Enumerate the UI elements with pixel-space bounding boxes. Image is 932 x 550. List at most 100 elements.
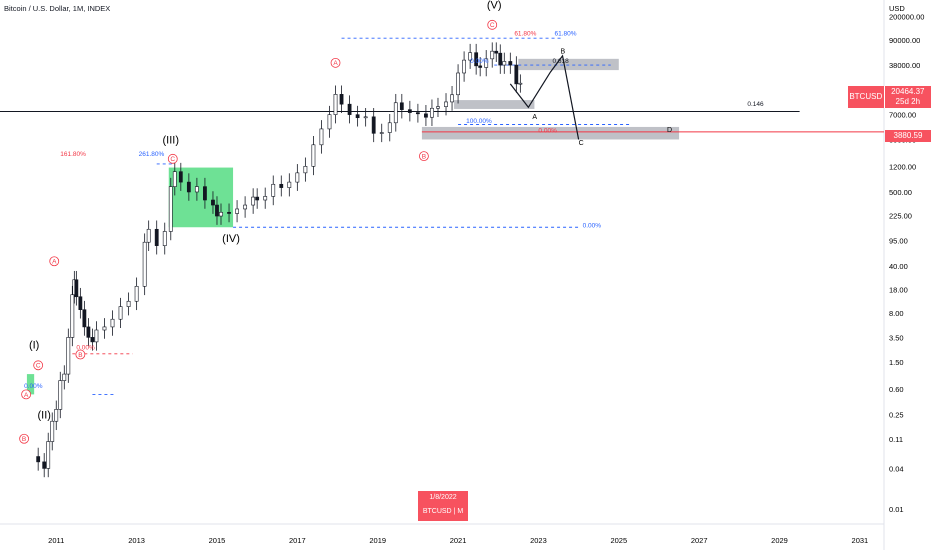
candle-body [263, 196, 268, 201]
candle-body [211, 199, 215, 206]
price-tick-label: 0.01 [889, 505, 904, 514]
candle-body [126, 300, 131, 307]
chart-title: Bitcoin / U.S. Dollar, 1M, INDEX [4, 4, 111, 13]
wave-circle [167, 153, 178, 164]
candle-body [387, 122, 392, 133]
target-zone-lower [421, 126, 680, 140]
candle-body [490, 50, 495, 60]
candle-body [255, 196, 260, 201]
candle-body [178, 171, 183, 183]
time-tick-label: 2025 [610, 536, 627, 545]
projection-label: A [532, 114, 537, 121]
candle-body [251, 196, 256, 206]
candle-body [46, 441, 51, 469]
candle-body [363, 116, 368, 119]
candle-body [347, 103, 352, 115]
candle-body [186, 181, 191, 193]
wave-circle-label: C [36, 363, 41, 370]
price-axis-unit: USD [889, 4, 905, 13]
candle-body [62, 373, 67, 381]
wave-circle-label: B [22, 436, 26, 443]
candle-body [102, 326, 107, 331]
candle-body [227, 211, 231, 214]
wave-circle [33, 360, 44, 371]
fib-label: 0.00% [538, 128, 557, 135]
price-tick-label: 200000.00 [889, 12, 924, 21]
candle-body [393, 102, 398, 124]
candle-body [474, 52, 479, 67]
tooltip-symbol: BTCUSD | M [422, 508, 464, 515]
price-tick-label: 18.00 [889, 285, 908, 294]
wave-label: (II) [37, 409, 50, 421]
fib-label: 61.80% [555, 30, 577, 37]
candle-body [279, 183, 284, 188]
time-tick-label: 2019 [369, 536, 386, 545]
last-price-countdown: 25d 2h [895, 97, 921, 106]
price-tick-label: 225.00 [889, 211, 912, 220]
time-tick-label: 2023 [530, 536, 547, 545]
fib-label: 0.00% [470, 58, 489, 65]
candle-body [82, 309, 87, 328]
wave-circle [419, 151, 429, 162]
level-badge: 3880.59 [885, 130, 931, 142]
wave-circle-label: C [490, 22, 495, 29]
projection-path [509, 54, 580, 140]
price-tick-label: 7000.00 [889, 111, 916, 120]
candle-body [172, 171, 177, 187]
candle-body [514, 64, 519, 85]
time-tick-label: 2027 [691, 536, 708, 545]
wave-ii-box [26, 374, 35, 395]
time-tick-label: 2015 [209, 536, 226, 545]
candle-body [508, 61, 513, 66]
wave-circle-label: C [170, 156, 175, 163]
candle-body [154, 228, 159, 246]
projection-label: D [667, 127, 672, 134]
price-tick-label: 500.00 [889, 188, 912, 197]
candle-body [399, 102, 404, 110]
last-price-symbol: BTCUSD [848, 86, 885, 108]
wave-circle [487, 19, 498, 30]
candle-body [219, 211, 223, 217]
wave-circle-label: A [24, 392, 29, 399]
wave-circle-label: A [52, 259, 57, 266]
candle-body [444, 101, 448, 107]
candle-body [78, 296, 83, 310]
candle-body [424, 113, 428, 118]
candle-body [484, 58, 489, 68]
fib-label: 100.00% [466, 118, 492, 125]
candle-body [146, 228, 151, 243]
wave-label: (V) [487, 0, 502, 12]
candle-body [215, 204, 219, 217]
wave-label: (I) [29, 339, 39, 351]
candle-body [494, 50, 499, 54]
fib-label: 0.618 [553, 58, 570, 65]
candle-body [110, 318, 115, 328]
candle-body [371, 116, 376, 134]
price-tick-label: 0.25 [889, 411, 904, 420]
candle-body [194, 186, 199, 193]
time-tick-label: 2031 [852, 536, 869, 545]
last-price-badge: BTCUSD 20464.37 25d 2h [848, 86, 931, 108]
time-tick-label: 2029 [771, 536, 788, 545]
time-tick-label: 2017 [289, 536, 306, 545]
candle-body [42, 461, 47, 469]
price-tick-label: 1.50 [889, 358, 904, 367]
candle-body [70, 294, 75, 338]
last-price-value: 20464.37 [891, 87, 925, 96]
fib-label: 261.80% [139, 151, 165, 158]
fib-label: 0.00% [24, 383, 43, 390]
candle-body [478, 65, 483, 68]
price-tick-label: 8.00 [889, 309, 904, 318]
fib-label: 0.00% [583, 222, 602, 229]
wave-circle-label: A [333, 60, 338, 67]
candle-body [502, 61, 507, 66]
fib-label: 0.146 [747, 101, 764, 108]
price-tick-label: 38000.00 [889, 61, 920, 70]
wave-circle-label: B [422, 154, 426, 161]
wave-circle [49, 256, 60, 267]
candle-body [518, 82, 523, 85]
candle-body [36, 456, 41, 463]
candle-body [235, 208, 239, 214]
